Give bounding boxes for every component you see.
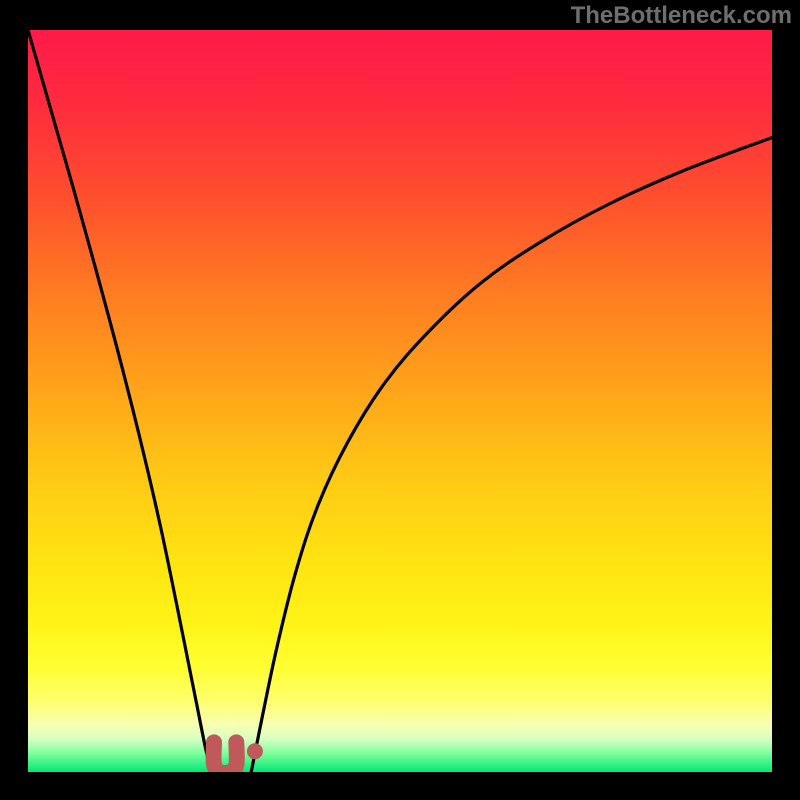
curve-layer <box>28 30 772 772</box>
marker-u <box>214 742 237 772</box>
chart-frame: TheBottleneck.com <box>0 0 800 800</box>
marker-dot <box>247 743 263 759</box>
curve-left <box>28 30 211 772</box>
curve-right <box>251 138 772 772</box>
watermark-text: TheBottleneck.com <box>571 2 792 30</box>
plot-area <box>28 30 772 772</box>
